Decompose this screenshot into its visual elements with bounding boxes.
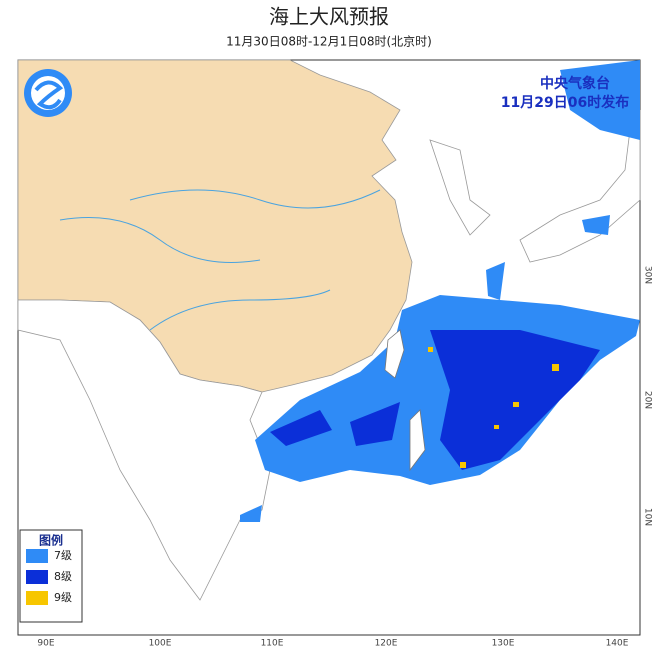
issue-time: 11月29日06时发布	[501, 94, 629, 111]
legend-label: 8级	[54, 570, 72, 583]
legend-label: 7级	[54, 549, 72, 562]
land-korea	[429, 139, 491, 236]
lat-label: 20N	[643, 391, 653, 409]
title: 海上大风预报	[269, 5, 389, 29]
lon-label: 110E	[261, 639, 284, 649]
rivers	[59, 189, 381, 331]
issuer-name: 中央气象台	[540, 75, 610, 92]
legend: 图例	[19, 529, 83, 623]
wind-area-8	[270, 330, 600, 470]
subtitle: 11月30日08时-12月1日08时(北京时)	[226, 35, 432, 49]
legend-swatch	[26, 591, 48, 605]
legend-label: 9级	[54, 591, 72, 604]
legend-title: 图例	[39, 533, 63, 548]
lat-label: 30N	[643, 266, 653, 284]
lon-label: 140E	[606, 639, 629, 649]
lon-label: 100E	[149, 639, 172, 649]
wind-area-7-north	[560, 60, 640, 140]
lon-label: 120E	[375, 639, 398, 649]
logo-mark	[34, 80, 64, 110]
islands	[384, 329, 426, 472]
legend-swatch	[26, 570, 48, 584]
lat-label: 10N	[643, 508, 653, 526]
land-se-asia	[17, 299, 271, 601]
lon-label: 130E	[492, 639, 515, 649]
lon-label: 90E	[37, 639, 54, 649]
map	[17, 59, 641, 636]
legend-swatch	[26, 549, 48, 563]
